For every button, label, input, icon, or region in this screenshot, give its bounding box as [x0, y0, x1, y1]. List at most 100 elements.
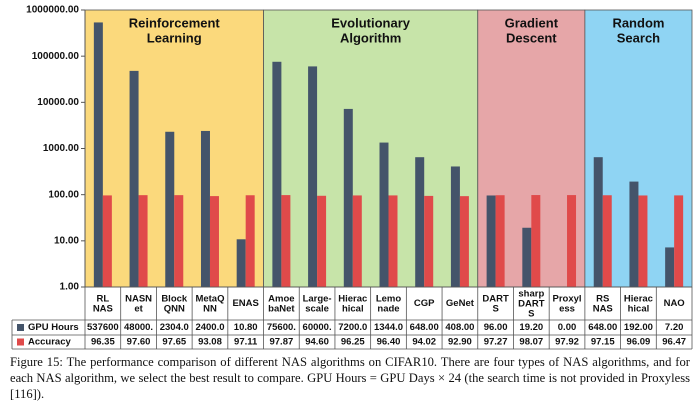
- table-value: 7.20: [665, 322, 684, 333]
- bar: [674, 195, 684, 287]
- bar: [638, 195, 648, 287]
- x-tick-label: MetaQ NN: [195, 293, 224, 314]
- bar: [486, 195, 496, 287]
- table-value: 97.27: [484, 337, 508, 348]
- table-value: 96.40: [377, 337, 401, 348]
- x-tick-label: NASN et: [125, 293, 152, 314]
- table-value: 192.00: [624, 322, 653, 333]
- table-value: 10.80: [234, 322, 258, 333]
- group-label: Evolutionary Algorithm: [331, 16, 411, 46]
- table-value: 648.00: [588, 322, 617, 333]
- table-value: 98.07: [519, 337, 543, 348]
- table-value: 648.00: [410, 322, 439, 333]
- x-tick-label: RS NAS: [593, 293, 613, 314]
- table-value: 92.90: [448, 337, 472, 348]
- x-tick-label: DART S: [482, 293, 509, 314]
- table-value: 19.20: [519, 322, 543, 333]
- table-value: 94.02: [412, 337, 436, 348]
- bar: [450, 166, 460, 287]
- bar: [459, 196, 469, 287]
- x-tick-label: Hierac hical: [624, 293, 653, 314]
- bar: [379, 142, 389, 287]
- y-tick-label: 1000.00: [43, 143, 80, 154]
- table-value: 97.11: [234, 337, 258, 348]
- bar: [593, 157, 603, 287]
- x-tick-label: RL NAS: [93, 293, 113, 314]
- bar: [665, 247, 675, 287]
- bar: [317, 195, 327, 287]
- bar: [209, 196, 219, 287]
- bar: [93, 22, 103, 288]
- x-tick-label: CGP: [414, 298, 435, 309]
- x-tick-label: Hierac hical: [338, 293, 367, 314]
- y-tick-label: 10000.00: [37, 97, 79, 108]
- table-value: 97.87: [269, 337, 293, 348]
- bar: [629, 181, 639, 287]
- bar: [102, 195, 112, 287]
- table-value: 96.00: [484, 322, 508, 333]
- x-tick-label: NAO: [664, 298, 685, 309]
- y-tick-label: 1.00: [60, 282, 80, 293]
- table-value: 2400.0: [195, 322, 224, 333]
- x-tick-label: Block QNN: [161, 293, 188, 314]
- table-value: 7200.0: [338, 322, 367, 333]
- bar: [165, 131, 175, 287]
- y-tick-label: 1000000.00: [26, 5, 79, 16]
- bar: [200, 130, 210, 287]
- table-value: 0.00: [558, 322, 577, 333]
- table-value: 48000.: [124, 322, 153, 333]
- legend-swatch: [17, 338, 24, 346]
- bar: [129, 70, 139, 288]
- table-value: 1344.0: [374, 322, 403, 333]
- group-label: Gradient Descent: [505, 16, 559, 46]
- table-value: 97.60: [127, 337, 151, 348]
- bar: [272, 61, 282, 288]
- bar: [138, 195, 148, 287]
- bar: [602, 195, 612, 287]
- table-value: 60000.: [303, 322, 332, 333]
- bar: [424, 195, 434, 287]
- table-value: 93.08: [198, 337, 222, 348]
- bar: [343, 108, 353, 287]
- caption: Figure 15: The performance comparison of…: [10, 355, 690, 401]
- table-value: 75600.: [267, 322, 296, 333]
- table-value: 96.35: [91, 337, 115, 348]
- bar: [567, 195, 577, 287]
- table-value: 2304.0: [160, 322, 189, 333]
- chart: Reinforcement Learning RL NAS NASN et Block QNN…: [11, 5, 693, 350]
- table-value: 96.25: [341, 337, 365, 348]
- x-tick-label: GeNet: [446, 298, 475, 309]
- group-label: Reinforcement Learning: [129, 16, 221, 46]
- y-tick-label: 100000.00: [32, 51, 80, 62]
- bar: [236, 239, 246, 287]
- bar: [388, 195, 398, 287]
- x-tick-label: Large-scale: [303, 293, 332, 314]
- group-label: Random Search: [612, 16, 664, 46]
- table-value: 96.47: [662, 337, 686, 348]
- table-value: 97.92: [555, 337, 579, 348]
- table-value: 97.15: [591, 337, 615, 348]
- y-tick-label: 10.00: [54, 235, 79, 246]
- bar: [522, 227, 532, 287]
- group-background: [263, 9, 479, 288]
- bar: [308, 66, 318, 287]
- x-tick-label: Lemo nade: [376, 293, 402, 314]
- bar: [415, 157, 425, 287]
- bar: [531, 195, 541, 287]
- bar: [495, 195, 505, 287]
- table-value: 97.65: [162, 337, 186, 348]
- x-tick-label: ENAS: [232, 298, 258, 309]
- y-tick-label: 100.00: [48, 189, 79, 200]
- x-tick-label: sharp DART S: [518, 288, 545, 319]
- table-value: 408.00: [445, 322, 474, 333]
- bar: [245, 195, 255, 287]
- legend-label: Accuracy: [28, 337, 71, 348]
- bar: [352, 195, 362, 287]
- bar: [281, 195, 291, 287]
- legend-label: GPU Hours: [28, 322, 79, 333]
- x-tick-label: Amoe baNet: [268, 293, 295, 314]
- table-value: 96.09: [627, 337, 651, 348]
- bar: [174, 195, 184, 287]
- legend-swatch: [17, 324, 24, 331]
